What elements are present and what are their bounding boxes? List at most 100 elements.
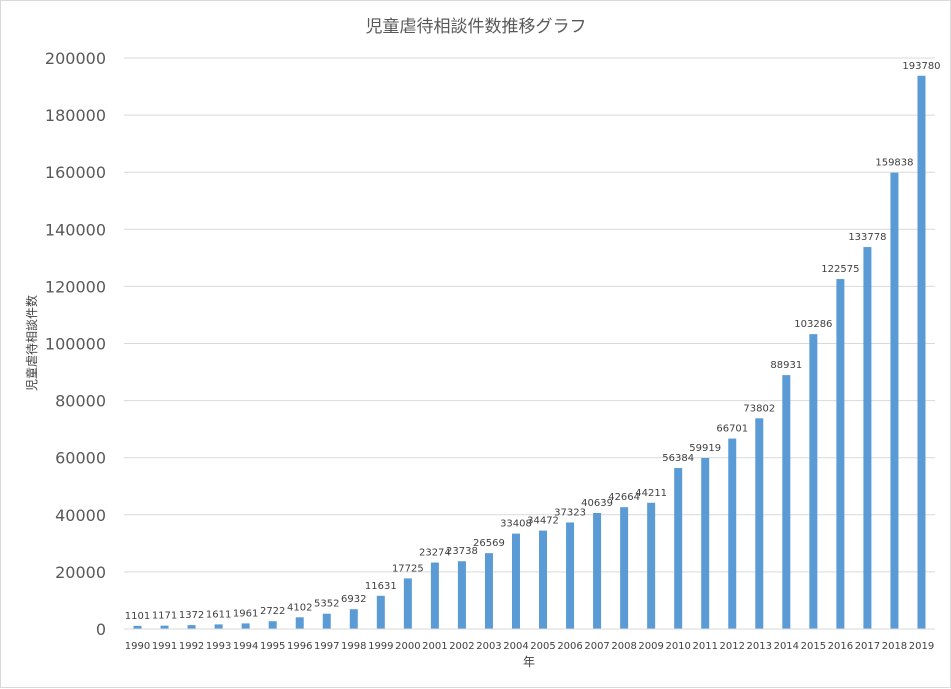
- x-tick-label: 2014: [774, 641, 799, 652]
- bar: [484, 553, 493, 629]
- bar-series: [133, 75, 926, 629]
- y-tick-label: 0: [96, 620, 106, 639]
- data-label: 34472: [527, 516, 559, 527]
- bar: [890, 172, 899, 629]
- data-label: 4102: [287, 602, 312, 613]
- bar: [376, 595, 385, 629]
- y-tick-label: 140000: [45, 220, 106, 239]
- bar: [160, 625, 169, 629]
- y-axis-ticks: 0 20000 40000 60000 80000 100000 120000 140000 1…: [45, 49, 106, 639]
- bar: [322, 613, 331, 629]
- bar: [539, 530, 548, 629]
- x-tick-label: 2016: [828, 641, 853, 652]
- bar: [241, 623, 250, 629]
- y-tick-label: 120000: [45, 277, 106, 296]
- data-label: 23738: [446, 546, 478, 557]
- bar: [836, 279, 845, 629]
- x-tick-label: 1997: [314, 641, 339, 652]
- bar: [863, 247, 872, 629]
- x-tick-label: 2019: [909, 641, 934, 652]
- data-label: 44211: [635, 488, 667, 499]
- bar: [187, 625, 196, 629]
- data-label: 5352: [314, 599, 339, 610]
- y-tick-label: 80000: [55, 392, 106, 411]
- bar: [295, 617, 304, 629]
- bar: [782, 375, 791, 629]
- x-tick-label: 1990: [125, 641, 150, 652]
- x-tick-label: 2003: [476, 641, 501, 652]
- data-label: 73802: [743, 403, 775, 414]
- data-label: 2722: [260, 606, 285, 617]
- data-label: 103286: [794, 319, 832, 330]
- x-tick-label: 2006: [557, 641, 582, 652]
- bar: [701, 457, 710, 629]
- x-tick-label: 1994: [233, 641, 258, 652]
- x-tick-label: 2001: [422, 641, 447, 652]
- x-tick-label: 2017: [855, 641, 880, 652]
- data-label: 1171: [152, 611, 177, 622]
- x-tick-label: 2004: [503, 641, 528, 652]
- data-label: 23274: [419, 548, 451, 559]
- bar: [566, 522, 575, 629]
- data-label: 88931: [770, 360, 802, 371]
- data-label: 37323: [554, 507, 586, 518]
- data-label: 6932: [341, 594, 366, 605]
- x-tick-label: 1992: [179, 641, 204, 652]
- gridlines: [124, 57, 935, 573]
- bar: [674, 468, 683, 629]
- data-label: 1961: [233, 608, 258, 619]
- x-tick-label: 1993: [206, 641, 231, 652]
- chart-title: 児童虐待相談件数推移グラフ: [366, 17, 587, 37]
- y-tick-label: 200000: [45, 49, 106, 68]
- data-labels: 1101 1171 1372 1611 1961 2722 4102 5352 6932 1163…: [125, 61, 941, 622]
- data-label: 122575: [821, 264, 859, 275]
- x-tick-label: 2010: [665, 641, 690, 652]
- data-label: 33408: [500, 519, 532, 530]
- x-tick-label: 1991: [152, 641, 177, 652]
- data-label: 40639: [581, 498, 613, 509]
- x-tick-label: 1996: [287, 641, 312, 652]
- y-tick-label: 160000: [45, 163, 106, 182]
- y-tick-label: 20000: [55, 563, 106, 582]
- bar: [457, 561, 466, 629]
- x-axis-ticks: 1990 1991 1992 1993 1994 1995 1996 1997 1998 1999…: [125, 641, 934, 652]
- y-tick-label: 180000: [45, 106, 106, 125]
- data-label: 42664: [608, 492, 640, 503]
- bar: [620, 507, 629, 629]
- x-tick-label: 2000: [395, 641, 420, 652]
- x-tick-label: 2018: [882, 641, 907, 652]
- bar: [593, 512, 602, 629]
- bar: [809, 334, 818, 629]
- bar: [349, 609, 358, 629]
- x-tick-label: 2012: [720, 641, 745, 652]
- y-tick-label: 40000: [55, 506, 106, 525]
- bar: [133, 625, 142, 629]
- data-label: 17725: [392, 563, 424, 574]
- data-label: 159838: [875, 158, 913, 169]
- x-tick-label: 1998: [341, 641, 366, 652]
- x-tick-label: 2009: [638, 641, 663, 652]
- x-tick-label: 1995: [260, 641, 285, 652]
- data-label: 26569: [473, 538, 505, 549]
- x-tick-label: 2015: [801, 641, 826, 652]
- data-label: 56384: [662, 453, 694, 464]
- data-label: 1611: [206, 609, 231, 620]
- data-label: 59919: [689, 443, 721, 454]
- bar: [728, 438, 737, 629]
- y-tick-label: 100000: [45, 335, 106, 354]
- bar: [511, 533, 520, 629]
- x-tick-label: 2013: [747, 641, 772, 652]
- bar: [430, 562, 439, 629]
- bar: [647, 502, 656, 629]
- data-label: 133778: [848, 232, 886, 243]
- bar: [403, 578, 412, 629]
- x-tick-label: 2002: [449, 641, 474, 652]
- data-label: 193780: [902, 61, 940, 72]
- data-label: 66701: [716, 424, 748, 435]
- bar: [917, 75, 926, 629]
- data-label: 1372: [179, 610, 204, 621]
- y-axis-title: 児童虐待相談件数: [24, 295, 39, 391]
- data-label: 1101: [125, 611, 150, 622]
